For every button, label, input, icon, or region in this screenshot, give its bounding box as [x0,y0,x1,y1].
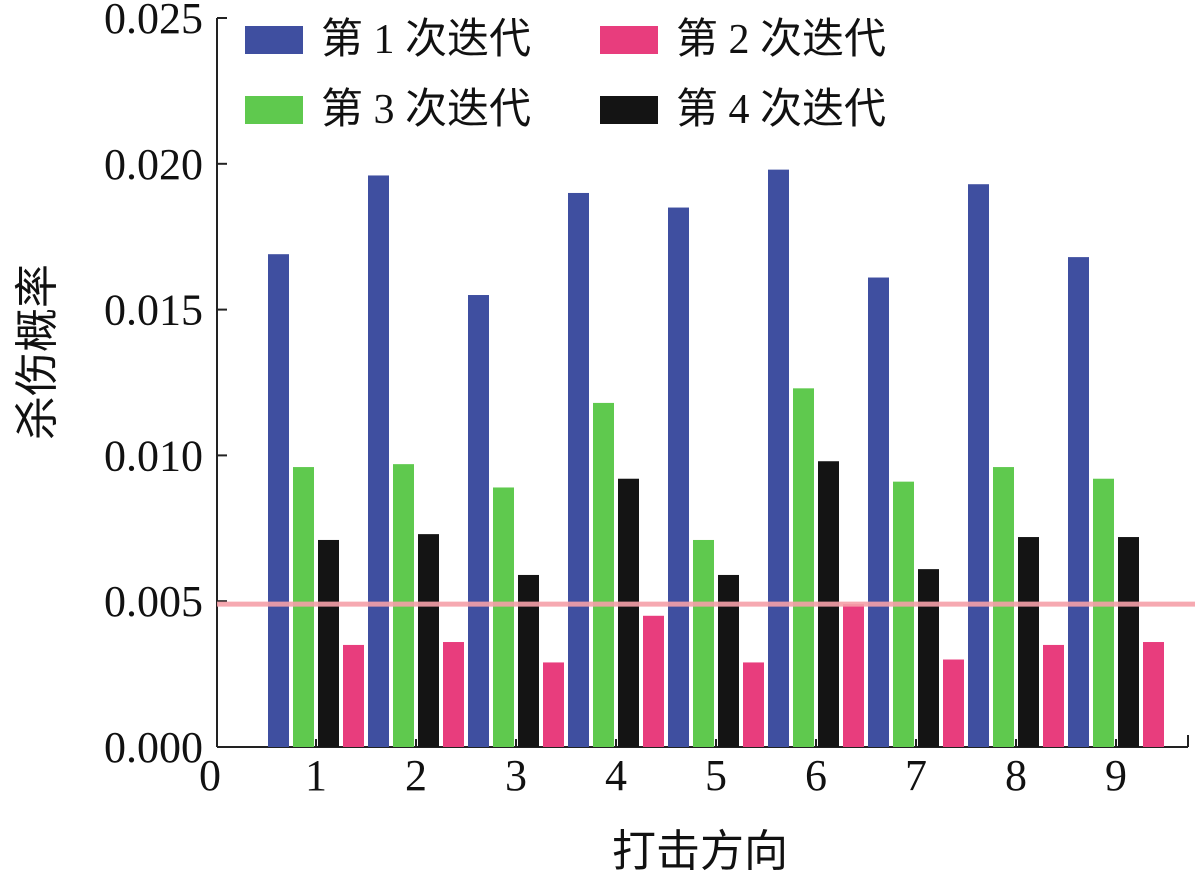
bar-series3-5 [693,539,714,747]
x-tick-label: 3 [505,751,527,800]
x-tick-label: 1 [305,751,327,800]
bar-series2-6 [843,604,864,747]
bar-series3-1 [293,467,314,747]
bar-series4-1 [318,539,339,747]
bar-series1-1 [268,254,289,748]
x-axis-title: 打击方向 [612,827,788,876]
x-tick-label: 5 [705,751,727,800]
y-tick-label: 0.000 [104,723,203,772]
bar-series4-2 [418,534,439,747]
legend-swatch-series4 [600,96,658,124]
bar-series3-4 [593,402,614,747]
bar-series3-9 [1093,478,1114,747]
bar-series2-3 [543,662,564,747]
legend-swatch-series3 [245,96,303,124]
bar-series4-7 [918,569,939,747]
labels: 0.000 0.005 0.010 0.015 0.020 0.025 0 1 2 3 4 5 6 7 8 9… [13,0,1127,876]
bar-series1-7 [868,277,889,747]
bar-series1-6 [768,169,789,747]
bar-series4-5 [718,574,739,747]
legend-label-series4: 第 4 次迭代 [676,87,886,133]
legend-swatch-series2 [600,26,658,54]
bar-series4-4 [618,478,639,747]
bar-series4-9 [1118,537,1139,747]
x-tick-label: 9 [1105,751,1127,800]
y-tick-label: 0.025 [104,0,203,43]
y-tick-label: 0.010 [104,431,203,480]
y-tick-label: 0.020 [104,140,203,189]
y-axis-title: 杀伤概率 [13,264,62,440]
legend-label-series2: 第 2 次迭代 [676,17,886,63]
legend-label-series1: 第 1 次迭代 [321,17,531,63]
bar-series2-8 [1043,644,1064,747]
bar-series1-8 [968,184,989,747]
bar-series2-4 [643,615,664,747]
x-tick-label: 6 [805,751,827,800]
bar-series2-1 [343,644,364,747]
x-tick-label: 8 [1005,751,1027,800]
y-tick-label: 0.015 [104,286,203,335]
bar-series2-5 [743,662,764,747]
bar-series2-2 [443,642,464,747]
x-tick-label: 4 [605,751,627,800]
bar-series3-3 [493,487,514,747]
bar-series1-5 [668,207,689,748]
bar-series4-3 [518,574,539,747]
bar-series2-7 [943,659,964,747]
y-tick-label: 0.005 [104,577,203,626]
bar-series2-9 [1143,642,1164,747]
bar-series1-3 [468,295,489,747]
bar-series1-4 [568,192,589,747]
bar-series3-8 [993,467,1014,747]
bar-series3-7 [893,481,914,747]
bars [268,169,1164,748]
bar-series3-6 [793,388,814,747]
x-tick-label: 2 [405,751,427,800]
bar-series1-9 [1068,257,1089,747]
legend-label-series3: 第 3 次迭代 [321,87,531,133]
legend-swatch-series1 [245,26,303,54]
x-tick-label: 7 [905,751,927,800]
bar-series1-2 [368,175,389,748]
x-origin-label: 0 [199,751,221,800]
bar-series4-8 [1018,537,1039,747]
